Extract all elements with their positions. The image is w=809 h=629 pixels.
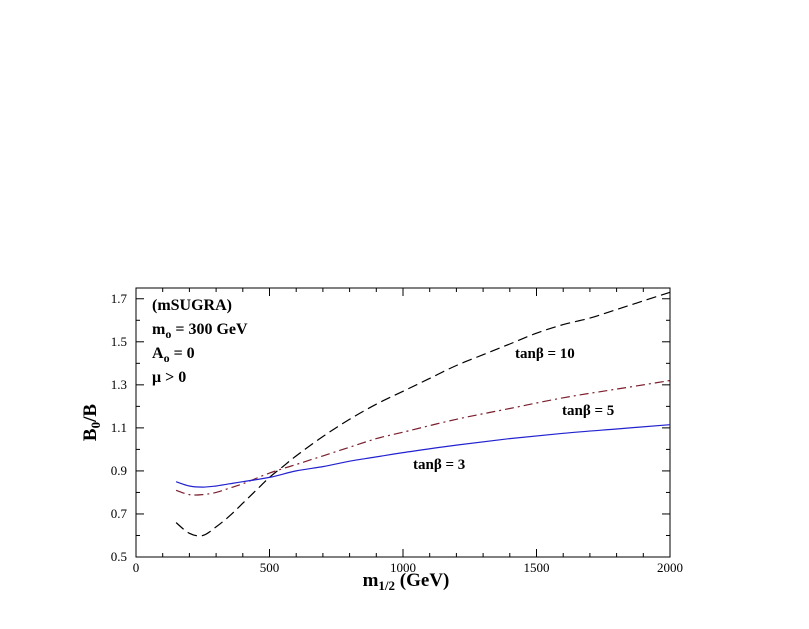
y-tick-label: 1.3 bbox=[111, 377, 127, 392]
text-labels: tanβ = 10 tanβ = 5 tanβ = 3 (mSUGRA) mo = 30… bbox=[80, 297, 614, 593]
annotation-line: (mSUGRA) bbox=[152, 297, 232, 314]
y-tick-label: 1.7 bbox=[111, 291, 128, 306]
series-label-tan-5: tanβ = 5 bbox=[562, 403, 614, 419]
ticks: 0 500 1000 1500 2000 0.5 0.7 0.9 1.1 1.3 1.5 1.7 bbox=[111, 288, 683, 575]
y-tick-label: 0.5 bbox=[111, 549, 127, 564]
annotation-line: Ao = 0 bbox=[152, 345, 195, 365]
series-lines bbox=[175, 291, 671, 537]
x-axis-title: m1/2 (GeV) bbox=[363, 570, 450, 593]
series-line-tan-3 bbox=[175, 424, 671, 488]
y-tick-label: 1.5 bbox=[111, 334, 127, 349]
x-tick-label: 0 bbox=[133, 560, 140, 575]
y-tick-label: 0.7 bbox=[111, 506, 128, 521]
x-tick-label: 500 bbox=[260, 560, 280, 575]
y-axis-title: B0/B bbox=[80, 404, 103, 441]
annotation-line: μ > 0 bbox=[152, 369, 186, 386]
y-tick-label: 1.1 bbox=[111, 420, 127, 435]
series-line-tan-5 bbox=[175, 379, 671, 496]
annotation-line: mo = 300 GeV bbox=[152, 321, 248, 341]
y-tick-label: 0.9 bbox=[111, 463, 127, 478]
series-label-tan-3: tanβ = 3 bbox=[413, 457, 465, 473]
x-tick-label: 2000 bbox=[657, 560, 683, 575]
series-label-tan-10: tanβ = 10 bbox=[515, 346, 575, 362]
x-tick-label: 1000 bbox=[390, 560, 416, 575]
x-tick-label: 1500 bbox=[524, 560, 550, 575]
series-line-tan-10 bbox=[175, 291, 671, 537]
